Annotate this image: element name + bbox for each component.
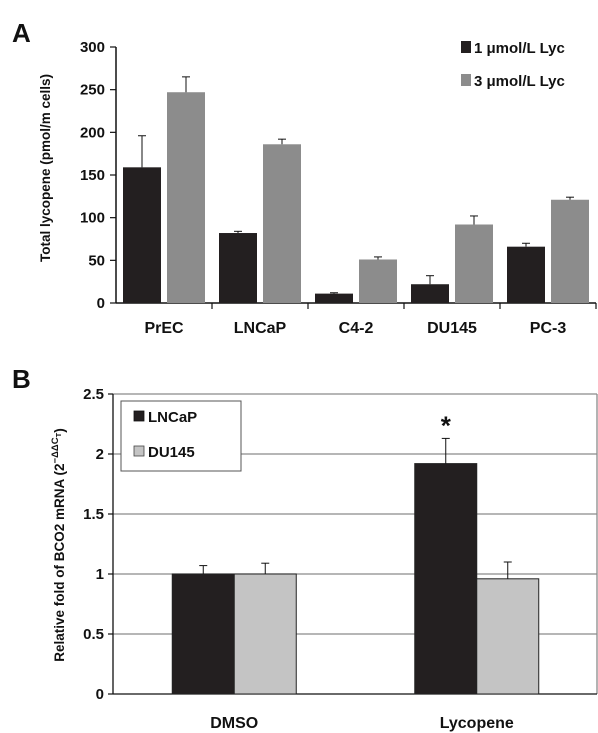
panel-b-y-axis-label-sup: −ΔΔC <box>50 437 61 463</box>
panel-a-legend: 1 μmol/L Lyc 3 μmol/L Lyc <box>461 40 565 90</box>
panel-a-category-label-c4-2: C4-2 <box>339 320 374 337</box>
legend-swatch-lncap <box>133 410 145 422</box>
bar-pc-3-1-mol-l-lyc <box>507 246 545 303</box>
bar-du145-3-mol-l-lyc <box>455 224 493 303</box>
panel-b-y-tick-label: 1.5 <box>83 506 104 523</box>
panel-a: A Total lycopene (pmol/m cells) 1 μmol/L… <box>12 18 597 337</box>
panel-a-category-label-du145: DU145 <box>427 320 477 337</box>
legend-swatch-du145 <box>133 445 145 457</box>
bar-dmso-du145 <box>233 573 297 695</box>
panel-b-letter: B <box>12 364 31 394</box>
panel-b-y-axis-label-sub: T <box>54 432 63 437</box>
bar-pc-3-3-mol-l-lyc <box>551 199 589 303</box>
panel-a-category-label-pc-3: PC-3 <box>530 320 567 337</box>
bar-du145-1-mol-l-lyc <box>411 284 449 303</box>
legend-swatch-3umol <box>461 74 471 86</box>
panel-b-y-axis-label: Relative fold of BCO2 mRNA (2−ΔΔCT) <box>50 428 67 661</box>
bar-c4-2-3-mol-l-lyc <box>359 259 397 303</box>
bar-prec-1-mol-l-lyc <box>123 167 161 303</box>
panel-a-y-tick-label: 200 <box>80 124 105 141</box>
bar-c4-2-1-mol-l-lyc <box>315 293 353 303</box>
legend-label-3umol: 3 μmol/L Lyc <box>474 73 565 90</box>
panel-b-y-tick-label: 0 <box>96 686 104 703</box>
panel-a-category-label-prec: PrEC <box>144 320 184 337</box>
bar-lycopene-lncap <box>414 463 478 695</box>
panel-b-category-label-lycopene: Lycopene <box>440 715 514 732</box>
panel-a-y-tick-label: 100 <box>80 210 105 227</box>
panel-a-letter: A <box>12 18 31 48</box>
panel-b-legend: LNCaP DU145 <box>120 400 242 472</box>
panel-a-y-tick-label: 300 <box>80 39 105 56</box>
panel-b-y-axis-label-close: ) <box>52 428 67 433</box>
significance-asterisk: * <box>441 410 452 440</box>
panel-b-y-tick-label: 1 <box>96 566 104 583</box>
panel-b-y-tick-label: 0.5 <box>83 626 104 643</box>
panel-b-y-axis-label-main: Relative fold of BCO2 mRNA (2 <box>52 463 67 661</box>
panel-b-y-tick-label: 2.5 <box>83 386 104 403</box>
panel-b-plot: 0 0.5 1 1.5 2 2.5 DMSO Lycopene * <box>83 386 598 732</box>
panel-a-category-label-lncap: LNCaP <box>234 320 287 337</box>
panel-b-y-tick-label: 2 <box>96 446 104 463</box>
panel-a-y-tick-label: 250 <box>80 82 105 99</box>
panel-b-category-label-dmso: DMSO <box>210 715 258 732</box>
legend-label-lncap: LNCaP <box>148 409 197 426</box>
bar-lncap-3-mol-l-lyc <box>263 144 301 303</box>
legend-label-1umol: 1 μmol/L Lyc <box>474 40 565 57</box>
panel-a-y-axis-label: Total lycopene (pmol/m cells) <box>38 74 53 262</box>
panel-a-y-tick-label: 0 <box>97 295 105 312</box>
panel-a-plot: 0 50 100 150 200 250 300 PrEC LNCaP C4-2 DU145 PC-3 <box>80 39 597 337</box>
bar-dmso-lncap <box>171 573 235 695</box>
bar-lycopene-du145 <box>476 578 540 695</box>
bar-lncap-1-mol-l-lyc <box>219 233 257 303</box>
panel-a-y-tick-label: 50 <box>88 252 105 269</box>
panel-a-y-tick-label: 150 <box>80 167 105 184</box>
legend-label-du145: DU145 <box>148 444 195 461</box>
panel-b: B Relative fold of BCO2 mRNA (2−ΔΔCT) 00… <box>12 364 598 732</box>
legend-swatch-1umol <box>461 41 471 53</box>
bar-prec-3-mol-l-lyc <box>167 92 205 303</box>
